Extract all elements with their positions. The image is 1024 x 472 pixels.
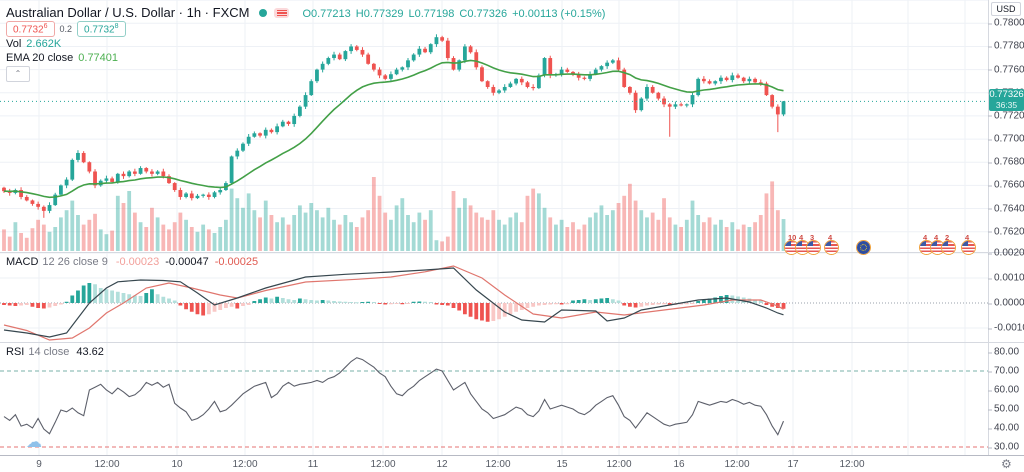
current-price-label: 0.77326 36:35 (989, 89, 1024, 111)
time-axis-label: 16 (673, 459, 685, 470)
event-count-badge: 4 (934, 233, 939, 242)
rsi-axis-tick: 70.00 (987, 365, 1020, 377)
us-economic-event-flag-icon[interactable] (930, 240, 945, 255)
ema-label: EMA 20 close (6, 52, 74, 64)
time-axis-label: 10 (171, 459, 183, 470)
time-axis[interactable]: 9 12:00 10 12:00 11 12:00 12 12:00 15 12:00 16 12:0… (0, 455, 1024, 472)
rsi-params: 14 close (28, 346, 70, 358)
ohlc-change: +0.00113 (+0.15%) (512, 8, 606, 20)
market-status-dot-icon (259, 8, 268, 17)
bid-button[interactable]: 0.77326 (6, 21, 55, 38)
time-axis-label: 15 (556, 459, 568, 470)
event-count-badge: 10 (788, 233, 797, 242)
collapse-indicators-button[interactable]: ⌃ (6, 66, 30, 82)
spread-value: 0.2 (59, 24, 73, 35)
macd-title: MACD (6, 256, 39, 268)
rsi-value: 43.62 (76, 346, 104, 358)
ohlc-close: C0.77326 (459, 8, 508, 20)
event-count-badge: 4 (799, 233, 804, 242)
ohlc-open: O0.77213 (302, 8, 351, 20)
time-axis-label: 12:00 (485, 459, 511, 470)
us-economic-event-flag-icon[interactable] (961, 240, 976, 255)
bar-countdown: 36:35 (995, 100, 1018, 110)
us-economic-event-flag-icon[interactable] (941, 240, 956, 255)
cloud-icon[interactable]: ☁ (26, 434, 42, 451)
ohlc-low: L0.77198 (408, 8, 455, 20)
price-axis-border (988, 0, 989, 455)
time-axis-label: 12:00 (724, 459, 750, 470)
volume-value: 2.662K (26, 38, 62, 50)
ema-legend[interactable]: EMA 20 close 0.77401 (6, 52, 118, 64)
time-axis-label: 11 (307, 459, 319, 470)
macd-params: 12 26 close 9 (42, 256, 108, 268)
rsi-pane-canvas[interactable] (0, 342, 1024, 455)
rsi-axis-tick: 80.00 (987, 346, 1020, 358)
time-axis-label: 12:00 (370, 459, 396, 470)
current-price: 0.77326 (989, 89, 1024, 100)
ask-button[interactable]: 0.77328 (77, 21, 126, 38)
us-economic-event-flag-icon[interactable] (824, 240, 839, 255)
time-axis-label: 9 (36, 459, 42, 470)
event-count-badge: 3 (810, 233, 815, 242)
macd-hist-value: -0.00023 (115, 256, 160, 268)
symbol-legend-row[interactable]: Australian Dollar / U.S. Dollar · 1h · F… (6, 4, 605, 22)
rsi-title: RSI (6, 346, 25, 358)
event-count-badge: 4 (828, 233, 833, 242)
bid-ask-row: 0.77326 0.2 0.77328 (6, 21, 126, 38)
pane-separator[interactable] (0, 342, 1024, 343)
us-economic-event-flag-icon[interactable] (806, 240, 821, 255)
macd-line-value: -0.00047 (165, 256, 209, 268)
price-pane-canvas[interactable] (0, 0, 1024, 252)
volume-legend[interactable]: Vol 2.662K (6, 38, 61, 50)
bars-toggle-icon[interactable] (274, 7, 290, 18)
event-count-badge: 4 (965, 233, 970, 242)
rsi-axis-tick: 60.00 (987, 384, 1020, 396)
macd-legend[interactable]: MACD 12 26 close 9 -0.00023 -0.00047 -0.0002… (6, 256, 258, 268)
time-axis-label: 12:00 (839, 459, 865, 470)
ema-value: 0.77401 (78, 52, 119, 64)
time-axis-label: 12:00 (232, 459, 258, 470)
eu-economic-event-flag-icon[interactable] (856, 240, 871, 255)
macd-signal-value: -0.00025 (214, 256, 259, 268)
pane-separator[interactable] (0, 252, 1024, 253)
rsi-axis-tick: 50.00 (987, 403, 1020, 415)
event-count-badge: 2 (945, 233, 950, 242)
macd-axis-tick: 0.00000 (987, 298, 1024, 309)
axis-settings-gear-icon[interactable]: ⚙ (1001, 457, 1012, 471)
rsi-axis-tick: 40.00 (987, 422, 1020, 434)
macd-pane-canvas[interactable] (0, 252, 1024, 342)
rsi-axis-tick: 30.00 (987, 441, 1020, 453)
time-axis-label: 17 (787, 459, 799, 470)
event-count-badge: 4 (923, 233, 928, 242)
symbol-title[interactable]: Australian Dollar / U.S. Dollar · 1h · F… (6, 5, 250, 20)
currency-label[interactable]: USD (991, 2, 1021, 16)
volume-label: Vol (6, 38, 22, 50)
time-axis-label: 12:00 (606, 459, 632, 470)
rsi-legend[interactable]: RSI 14 close 43.62 (6, 346, 104, 358)
time-axis-label: 12:00 (94, 459, 120, 470)
ohlc-readout: O0.77213 H0.77329 L0.77198 C0.77326 +0.00113… (297, 8, 605, 20)
ohlc-high: H0.77329 (355, 8, 404, 20)
time-axis-label: 12 (436, 459, 448, 470)
